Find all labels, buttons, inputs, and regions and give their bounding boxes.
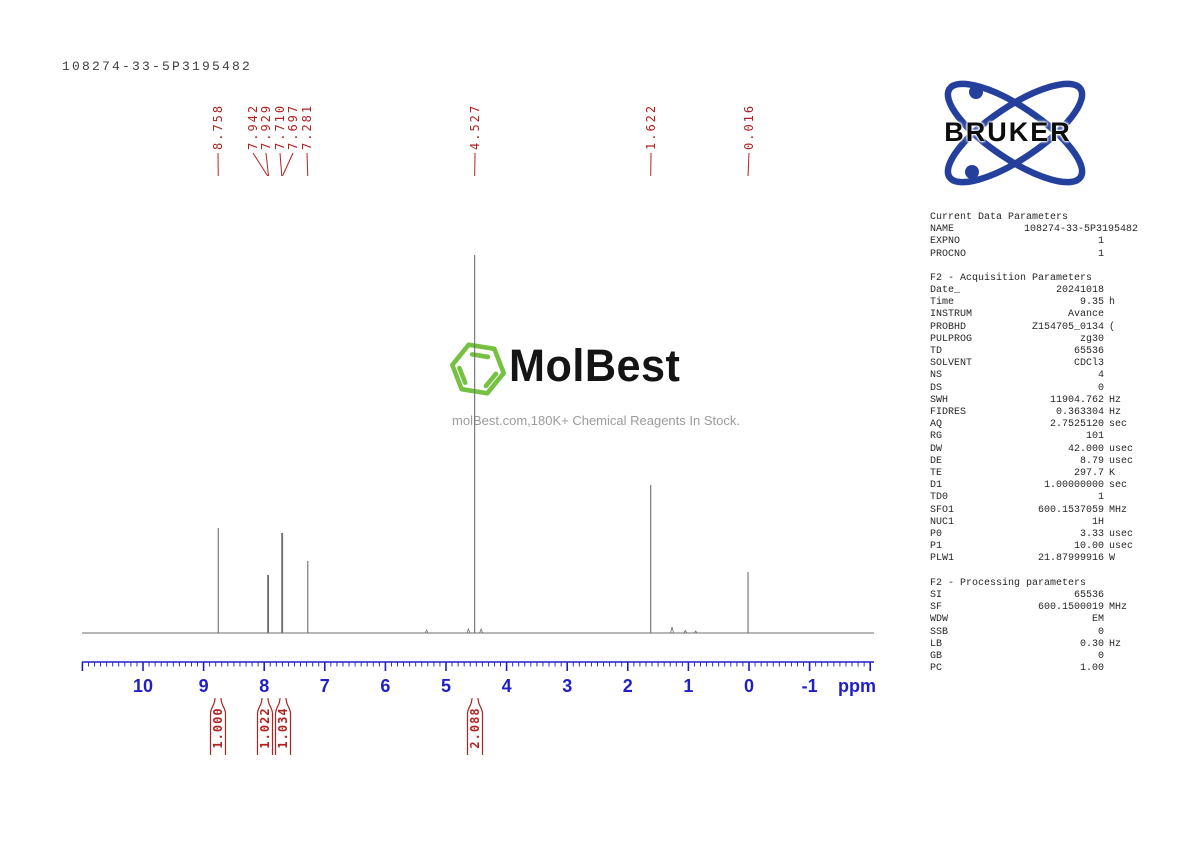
integral-bracket bbox=[256, 697, 263, 755]
integral-bracket bbox=[285, 697, 292, 755]
param-section: Current Data Parameters NAME 108274-33-5P3… bbox=[930, 212, 1140, 261]
peak-label: 8.758 bbox=[211, 104, 225, 150]
param-row: TD 65536 bbox=[930, 346, 1104, 358]
axis-tick-label: -1 bbox=[802, 676, 818, 696]
molbest-tagline: molBest.com,180K+ Chemical Reagents In S… bbox=[452, 413, 740, 428]
peak-label-line bbox=[306, 152, 309, 177]
param-row: SOLVENT CDCl3 bbox=[930, 358, 1104, 370]
param-row: NUC1 1H bbox=[930, 516, 1104, 528]
param-row: PULPROG zg30 bbox=[930, 333, 1104, 345]
param-row: SFO1 600.1537059 MHz bbox=[930, 504, 1128, 516]
axis-tick-label: 6 bbox=[380, 676, 390, 696]
param-section-title: Current Data Parameters bbox=[930, 212, 1069, 223]
peak-label: 7.281 bbox=[300, 104, 314, 150]
param-row: DW 42.000 usec bbox=[930, 443, 1134, 455]
molbest-watermark: MolBest molBest.com,180K+ Chemical Reage… bbox=[446, 336, 756, 431]
param-row: AQ 2.7525120 sec bbox=[930, 419, 1128, 431]
param-row: LB 0.30 Hz bbox=[930, 638, 1122, 650]
param-row: NAME 108274-33-5P3195482 bbox=[930, 224, 1138, 236]
param-row: DE 8.79 usec bbox=[930, 455, 1134, 467]
bruker-logo: BRUKER bbox=[920, 80, 1100, 188]
param-row: RG 101 bbox=[930, 431, 1104, 443]
param-row: D1 1.00000000 sec bbox=[930, 480, 1128, 492]
param-section: F2 - Processing parameters SI 65536 SF 600.1… bbox=[930, 578, 1140, 676]
param-row: FIDRES 0.363304 Hz bbox=[930, 407, 1122, 419]
axis-tick-label: 7 bbox=[320, 676, 330, 696]
sample-id: 108274-33-5P3195482 bbox=[62, 59, 253, 74]
noise-bump bbox=[466, 627, 471, 634]
integral-value: 1.000 bbox=[211, 707, 225, 748]
integral-bracket bbox=[274, 697, 281, 755]
integral-value: 2.088 bbox=[468, 707, 482, 748]
param-section-title: F2 - Processing parameters bbox=[930, 577, 1087, 589]
axis-tick-label: 3 bbox=[562, 676, 572, 696]
bruker-wordmark: BRUKER bbox=[944, 117, 1072, 147]
axis-tick-label: 8 bbox=[259, 676, 269, 696]
benzene-hexagon-icon bbox=[450, 342, 506, 396]
param-row: P1 10.00 usec bbox=[930, 541, 1134, 553]
param-row: SSB 0 bbox=[930, 626, 1104, 638]
peak-label: 7.710 bbox=[273, 104, 287, 150]
param-row: Date_ 20241018 bbox=[930, 285, 1104, 297]
peak-label-line bbox=[265, 152, 269, 177]
axis-tick-label: 4 bbox=[502, 676, 512, 696]
param-row: INSTRUM Avance bbox=[930, 309, 1104, 321]
param-row: PROBHD Z154705_0134( bbox=[930, 321, 1116, 333]
peak-label: 7.697 bbox=[286, 104, 300, 150]
axis-tick-label: 0 bbox=[744, 676, 754, 696]
param-row: GB 0 bbox=[930, 650, 1104, 662]
axis-tick-label: 10 bbox=[133, 676, 153, 696]
axis-tick-label: 2 bbox=[623, 676, 633, 696]
noise-bump bbox=[670, 626, 674, 634]
param-row: PROCNO 1 bbox=[930, 248, 1104, 260]
param-section-title: F2 - Acquisition Parameters bbox=[930, 272, 1093, 284]
noise-bump bbox=[693, 630, 698, 634]
param-row: P0 3.33 usec bbox=[930, 529, 1134, 541]
param-row: TD0 1 bbox=[930, 492, 1104, 504]
peak-label: 4.527 bbox=[468, 104, 482, 150]
param-row: EXPNO 1 bbox=[930, 236, 1104, 248]
noise-bump bbox=[424, 629, 429, 634]
integral-bracket bbox=[466, 697, 473, 755]
param-row: WDW EM bbox=[930, 614, 1104, 626]
param-row: PLW1 21.87999916 W bbox=[930, 553, 1116, 565]
peak-label-line bbox=[282, 152, 294, 177]
integral-bracket bbox=[220, 697, 227, 755]
axis-tick-label: 5 bbox=[441, 676, 451, 696]
integral-bracket bbox=[209, 697, 216, 755]
integral-bracket bbox=[267, 697, 274, 755]
peak-label: 7.942 bbox=[246, 104, 260, 150]
parameters-panel: Current Data Parameters NAME 108274-33-5P3… bbox=[930, 212, 1140, 675]
param-row: SI 65536 bbox=[930, 589, 1104, 601]
param-section: F2 - Acquisition Parameters Date_ 20241018… bbox=[930, 273, 1140, 566]
peak-label-line bbox=[747, 152, 750, 177]
param-row: PC 1.00 bbox=[930, 663, 1104, 675]
noise-bump bbox=[479, 627, 484, 634]
integral-value: 1.034 bbox=[276, 707, 290, 748]
axis-unit-label: ppm bbox=[838, 676, 876, 696]
peak-label-line bbox=[252, 152, 269, 177]
param-row: SF 600.1500019 MHz bbox=[930, 602, 1128, 614]
axis-tick-label: 1 bbox=[683, 676, 693, 696]
molbest-brand: MolBest bbox=[509, 340, 681, 391]
peak-label-line bbox=[279, 152, 283, 177]
param-row: NS 4 bbox=[930, 370, 1104, 382]
param-row: TE 297.7 K bbox=[930, 468, 1116, 480]
axis-tick-label: 9 bbox=[199, 676, 209, 696]
peak-label: 1.622 bbox=[644, 104, 658, 150]
noise-bump bbox=[683, 629, 688, 634]
peak-label: 7.929 bbox=[259, 104, 273, 150]
param-row: SWH 11904.762 Hz bbox=[930, 394, 1122, 406]
param-row: DS 0 bbox=[930, 382, 1104, 394]
integral-value: 1.022 bbox=[258, 707, 272, 748]
param-row: Time 9.35 h bbox=[930, 297, 1116, 309]
peak-label: 0.016 bbox=[742, 104, 756, 150]
integral-bracket bbox=[477, 697, 484, 755]
bruker-orbits-icon bbox=[944, 80, 1086, 186]
